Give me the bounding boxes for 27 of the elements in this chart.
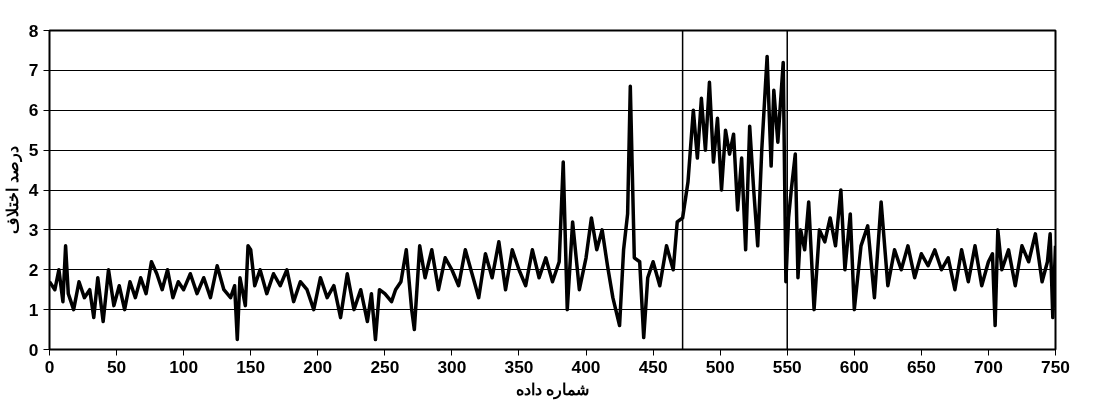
x-tick-label: 500 bbox=[705, 356, 735, 377]
y-tick-label: 1 bbox=[28, 299, 39, 320]
y-tick-label: 3 bbox=[28, 219, 39, 240]
x-tick-label: 0 bbox=[44, 356, 55, 377]
x-tick-label: 300 bbox=[437, 356, 467, 377]
x-tick-label: 350 bbox=[504, 356, 534, 377]
x-tick-label: 550 bbox=[772, 356, 802, 377]
x-axis-title: شماره داده bbox=[515, 380, 590, 400]
x-tick-label: 650 bbox=[906, 356, 936, 377]
y-tick-label: 5 bbox=[28, 140, 39, 161]
x-tick-label: 50 bbox=[106, 356, 127, 377]
x-tick-label: 400 bbox=[571, 356, 601, 377]
x-tick-label: 750 bbox=[1041, 356, 1070, 377]
y-tick-label: 0 bbox=[28, 339, 39, 360]
y-tick-label: 2 bbox=[28, 259, 39, 280]
y-tick-label: 4 bbox=[28, 180, 39, 200]
x-tick-label: 700 bbox=[973, 356, 1003, 377]
x-tick-label: 150 bbox=[236, 356, 266, 377]
x-tick-label: 450 bbox=[638, 356, 668, 377]
y-axis-title: درصد اختلاف bbox=[3, 146, 23, 234]
x-tick-label: 200 bbox=[303, 356, 333, 377]
y-tick-label: 8 bbox=[28, 20, 39, 41]
y-tick-label: 6 bbox=[28, 100, 39, 121]
y-tick-label: 7 bbox=[28, 60, 39, 81]
x-tick-label: 250 bbox=[370, 356, 400, 377]
x-tick-label: 100 bbox=[169, 356, 199, 377]
x-tick-label: 600 bbox=[839, 356, 869, 377]
